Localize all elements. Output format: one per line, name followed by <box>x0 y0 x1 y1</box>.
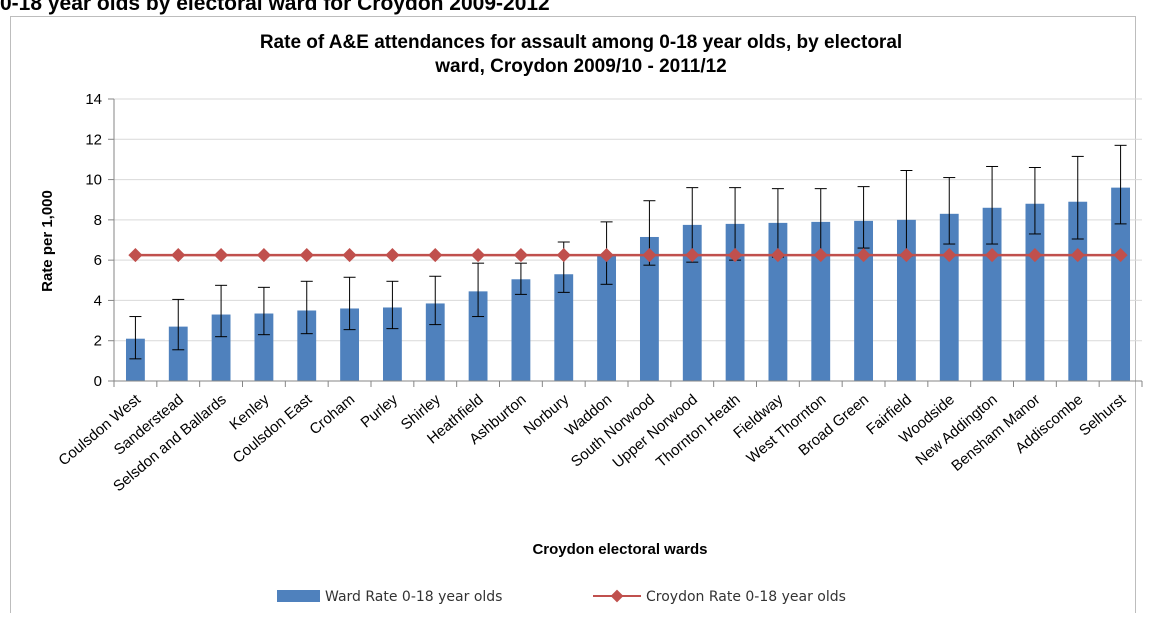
y-tick-label: 4 <box>94 292 102 309</box>
y-tick-label: 6 <box>94 252 102 269</box>
bar <box>854 220 874 381</box>
croydon-rate-marker <box>599 248 614 263</box>
bar <box>639 236 659 381</box>
gridlines <box>114 98 1142 342</box>
croydon-rate-marker <box>299 248 314 263</box>
legend-label-croydon-rate: Croydon Rate 0-18 year olds <box>646 589 846 605</box>
y-tick-label: 8 <box>94 212 102 229</box>
bar <box>297 310 317 381</box>
x-category-label: Croham <box>306 391 358 438</box>
bar <box>468 291 488 381</box>
y-tick-label: 14 <box>85 91 102 108</box>
bar <box>982 207 1002 381</box>
bar <box>597 254 617 381</box>
legend-swatch-ward-rate <box>277 590 320 602</box>
x-axis-label: Croydon electoral wards <box>532 541 707 558</box>
y-tick-label: 12 <box>85 131 102 148</box>
croydon-rate-marker <box>856 248 871 263</box>
croydon-rate-marker <box>642 248 657 263</box>
bar <box>211 314 231 381</box>
croydon-rate-marker <box>1027 248 1042 263</box>
croydon-rate-marker <box>128 248 143 263</box>
x-category-label: Selhurst <box>1076 391 1130 440</box>
page-heading: 0-18 year olds by electoral ward for Cro… <box>0 0 550 15</box>
bar <box>340 308 360 381</box>
croydon-rate-marker <box>770 248 785 263</box>
croydon-rate-marker <box>513 248 528 263</box>
bar <box>425 303 445 381</box>
bar <box>1025 203 1045 381</box>
croydon-rate-marker <box>471 248 486 263</box>
croydon-rate-marker <box>556 248 571 263</box>
croydon-rate-marker <box>685 248 700 263</box>
croydon-rate-marker <box>171 248 186 263</box>
croydon-rate-marker <box>985 248 1000 263</box>
bar <box>896 219 916 381</box>
bar <box>254 313 274 381</box>
bar <box>725 223 745 381</box>
y-tick-label: 0 <box>94 373 102 390</box>
chart-frame <box>10 16 1136 613</box>
bar <box>1068 201 1088 381</box>
bars <box>125 187 1131 381</box>
bar <box>768 222 788 381</box>
croydon-rate-marker <box>342 248 357 263</box>
y-axis-label: Rate per 1,000 <box>39 190 56 292</box>
y-tick-label: 2 <box>94 333 102 350</box>
chart-title-line-2: ward, Croydon 2009/10 - 2011/12 <box>434 56 727 77</box>
error-bars <box>129 144 1127 360</box>
bar <box>382 307 402 381</box>
croydon-rate-marker <box>214 248 229 263</box>
croydon-rate-marker <box>385 248 400 263</box>
y-tick-label: 10 <box>85 172 102 189</box>
bar <box>1111 187 1131 381</box>
croydon-rate-marker <box>428 248 443 263</box>
croydon-rate-marker <box>1070 248 1085 263</box>
bar <box>511 279 531 381</box>
croydon-rate-marker <box>256 248 271 263</box>
legend: Ward Rate 0-18 year olds Croydon Rate 0-… <box>277 589 846 605</box>
y-axis-ticks: 0 2 4 6 8 10 12 14 <box>85 91 114 390</box>
bar <box>554 274 574 381</box>
croydon-rate-marker <box>942 248 957 263</box>
chart-title-line-1: Rate of A&E attendances for assault amon… <box>260 32 902 53</box>
legend-swatch-croydon-marker <box>610 589 624 603</box>
bar <box>125 338 145 381</box>
bar <box>682 224 702 381</box>
legend-label-ward-rate: Ward Rate 0-18 year olds <box>325 589 502 605</box>
axes <box>113 99 1143 387</box>
croydon-rate-marker <box>899 248 914 263</box>
x-category-label: Purley <box>357 391 401 432</box>
croydon-rate-line <box>128 248 1128 263</box>
croydon-rate-marker <box>1113 248 1128 263</box>
croydon-rate-marker <box>728 248 743 263</box>
bar <box>811 221 831 381</box>
bar <box>168 326 188 381</box>
croydon-rate-marker <box>813 248 828 263</box>
